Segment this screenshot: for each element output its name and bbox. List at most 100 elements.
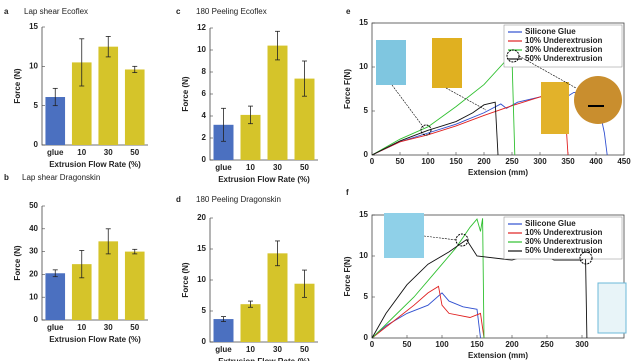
- zoom-circle: [579, 251, 593, 265]
- x-tick-label: 250: [505, 157, 519, 166]
- y-tick-label: 15: [29, 22, 38, 31]
- error-bar: [105, 228, 111, 255]
- panel-label: e: [346, 7, 351, 16]
- y-tick-label: 20: [197, 213, 206, 222]
- bar: [71, 264, 92, 320]
- error-bar: [302, 269, 307, 298]
- leader: [518, 55, 577, 89]
- x-axis-label: Extension (mm): [468, 351, 528, 360]
- photo: [376, 40, 406, 85]
- photos: [376, 38, 627, 334]
- y-tick-label: 2: [202, 133, 207, 142]
- y-tick-label: 0: [364, 333, 369, 342]
- x-tick-label: 200: [505, 340, 519, 349]
- legend-label: 10% Underextrusion: [525, 36, 602, 45]
- y-tick-label: 10: [197, 45, 206, 54]
- x-tick-label: 300: [575, 340, 589, 349]
- y-tick-label: 15: [197, 244, 206, 253]
- error-bar: [275, 240, 280, 267]
- x-tick-label: 150: [449, 157, 463, 166]
- x-tick-label: glue: [215, 345, 232, 354]
- y-tick-label: 5: [34, 101, 39, 110]
- y-tick-label: 10: [29, 292, 38, 301]
- bar: [98, 241, 119, 320]
- x-tick-label: 250: [540, 340, 554, 349]
- data-line: [371, 238, 588, 339]
- error-bar: [52, 269, 58, 278]
- y-tick-label: 6: [202, 89, 207, 98]
- bar: [98, 46, 119, 145]
- y-axis-label: Force F(N): [343, 256, 352, 296]
- bar: [45, 97, 66, 145]
- error-bar: [132, 65, 138, 74]
- error-bar: [105, 36, 111, 58]
- y-tick-label: 0: [34, 315, 39, 324]
- x-tick-label: 50: [130, 323, 139, 332]
- zoom-circle: [420, 124, 432, 136]
- x-tick-label: 350: [561, 157, 575, 166]
- y-tick-label: 0: [202, 155, 207, 164]
- error-bar: [275, 30, 280, 61]
- x-tick-label: 30: [273, 345, 282, 354]
- y-tick-label: 10: [359, 62, 368, 71]
- legend-label: 50% Underextrusion: [525, 246, 602, 255]
- y-tick-label: 8: [202, 67, 207, 76]
- error-bar: [79, 250, 85, 279]
- x-axis-label: Extrusion Flow Rate (%): [49, 335, 141, 344]
- legend-label: 30% Underextrusion: [525, 45, 602, 54]
- leader: [445, 87, 487, 111]
- bar: [213, 124, 234, 160]
- x-tick-label: 10: [77, 148, 86, 157]
- legend-label: Silicone Glue: [525, 27, 576, 36]
- y-tick-label: 12: [197, 23, 206, 32]
- x-tick-label: 300: [533, 157, 547, 166]
- y-tick-label: 0: [202, 337, 207, 346]
- x-axis-label: Extrusion Flow Rate (%): [49, 160, 141, 169]
- error-bar: [52, 87, 58, 107]
- bar: [294, 283, 315, 342]
- chart-title: Lap shear Dragonskin: [22, 173, 100, 182]
- bar: [213, 319, 234, 342]
- zoom-circle: [455, 233, 469, 247]
- leader: [423, 235, 457, 241]
- panel-label: a: [4, 7, 9, 16]
- bar: [294, 78, 315, 160]
- panel-label: f: [346, 188, 349, 197]
- y-tick-label: 0: [34, 140, 39, 149]
- bar: [124, 251, 145, 320]
- error-bar: [221, 316, 226, 322]
- y-axis-label: Force (N): [13, 68, 22, 103]
- photo: [597, 282, 627, 334]
- x-tick-label: 10: [77, 323, 86, 332]
- error-bar: [79, 38, 85, 87]
- data-line: [371, 292, 481, 339]
- photo: [432, 38, 462, 88]
- legend-label: 10% Underextrusion: [525, 228, 602, 237]
- error-bar: [132, 248, 138, 255]
- y-tick-label: 10: [197, 275, 206, 284]
- photo: [574, 76, 622, 124]
- y-axis-label: Force F(N): [343, 69, 352, 109]
- panel-label: c: [176, 7, 181, 16]
- data-line: [371, 218, 485, 339]
- axes: [371, 214, 625, 339]
- chart-title: 180 Peeling Ecoflex: [196, 7, 267, 16]
- x-tick-label: 50: [130, 148, 139, 157]
- x-tick-label: 10: [246, 345, 255, 354]
- x-tick-label: 200: [477, 157, 491, 166]
- y-tick-label: 4: [202, 111, 207, 120]
- error-bar: [248, 300, 253, 308]
- x-tick-label: 50: [396, 157, 405, 166]
- x-tick-label: 30: [104, 323, 113, 332]
- chart-title: Lap shear Ecoflex: [24, 7, 88, 16]
- x-tick-label: 400: [589, 157, 603, 166]
- bar: [45, 273, 66, 320]
- photo: [384, 213, 424, 258]
- y-tick-label: 50: [29, 201, 38, 210]
- x-tick-label: 30: [273, 163, 282, 172]
- y-tick-label: 15: [359, 18, 368, 27]
- data-line: [371, 285, 485, 339]
- legend-label: 30% Underextrusion: [525, 237, 602, 246]
- panel-label: d: [176, 195, 181, 204]
